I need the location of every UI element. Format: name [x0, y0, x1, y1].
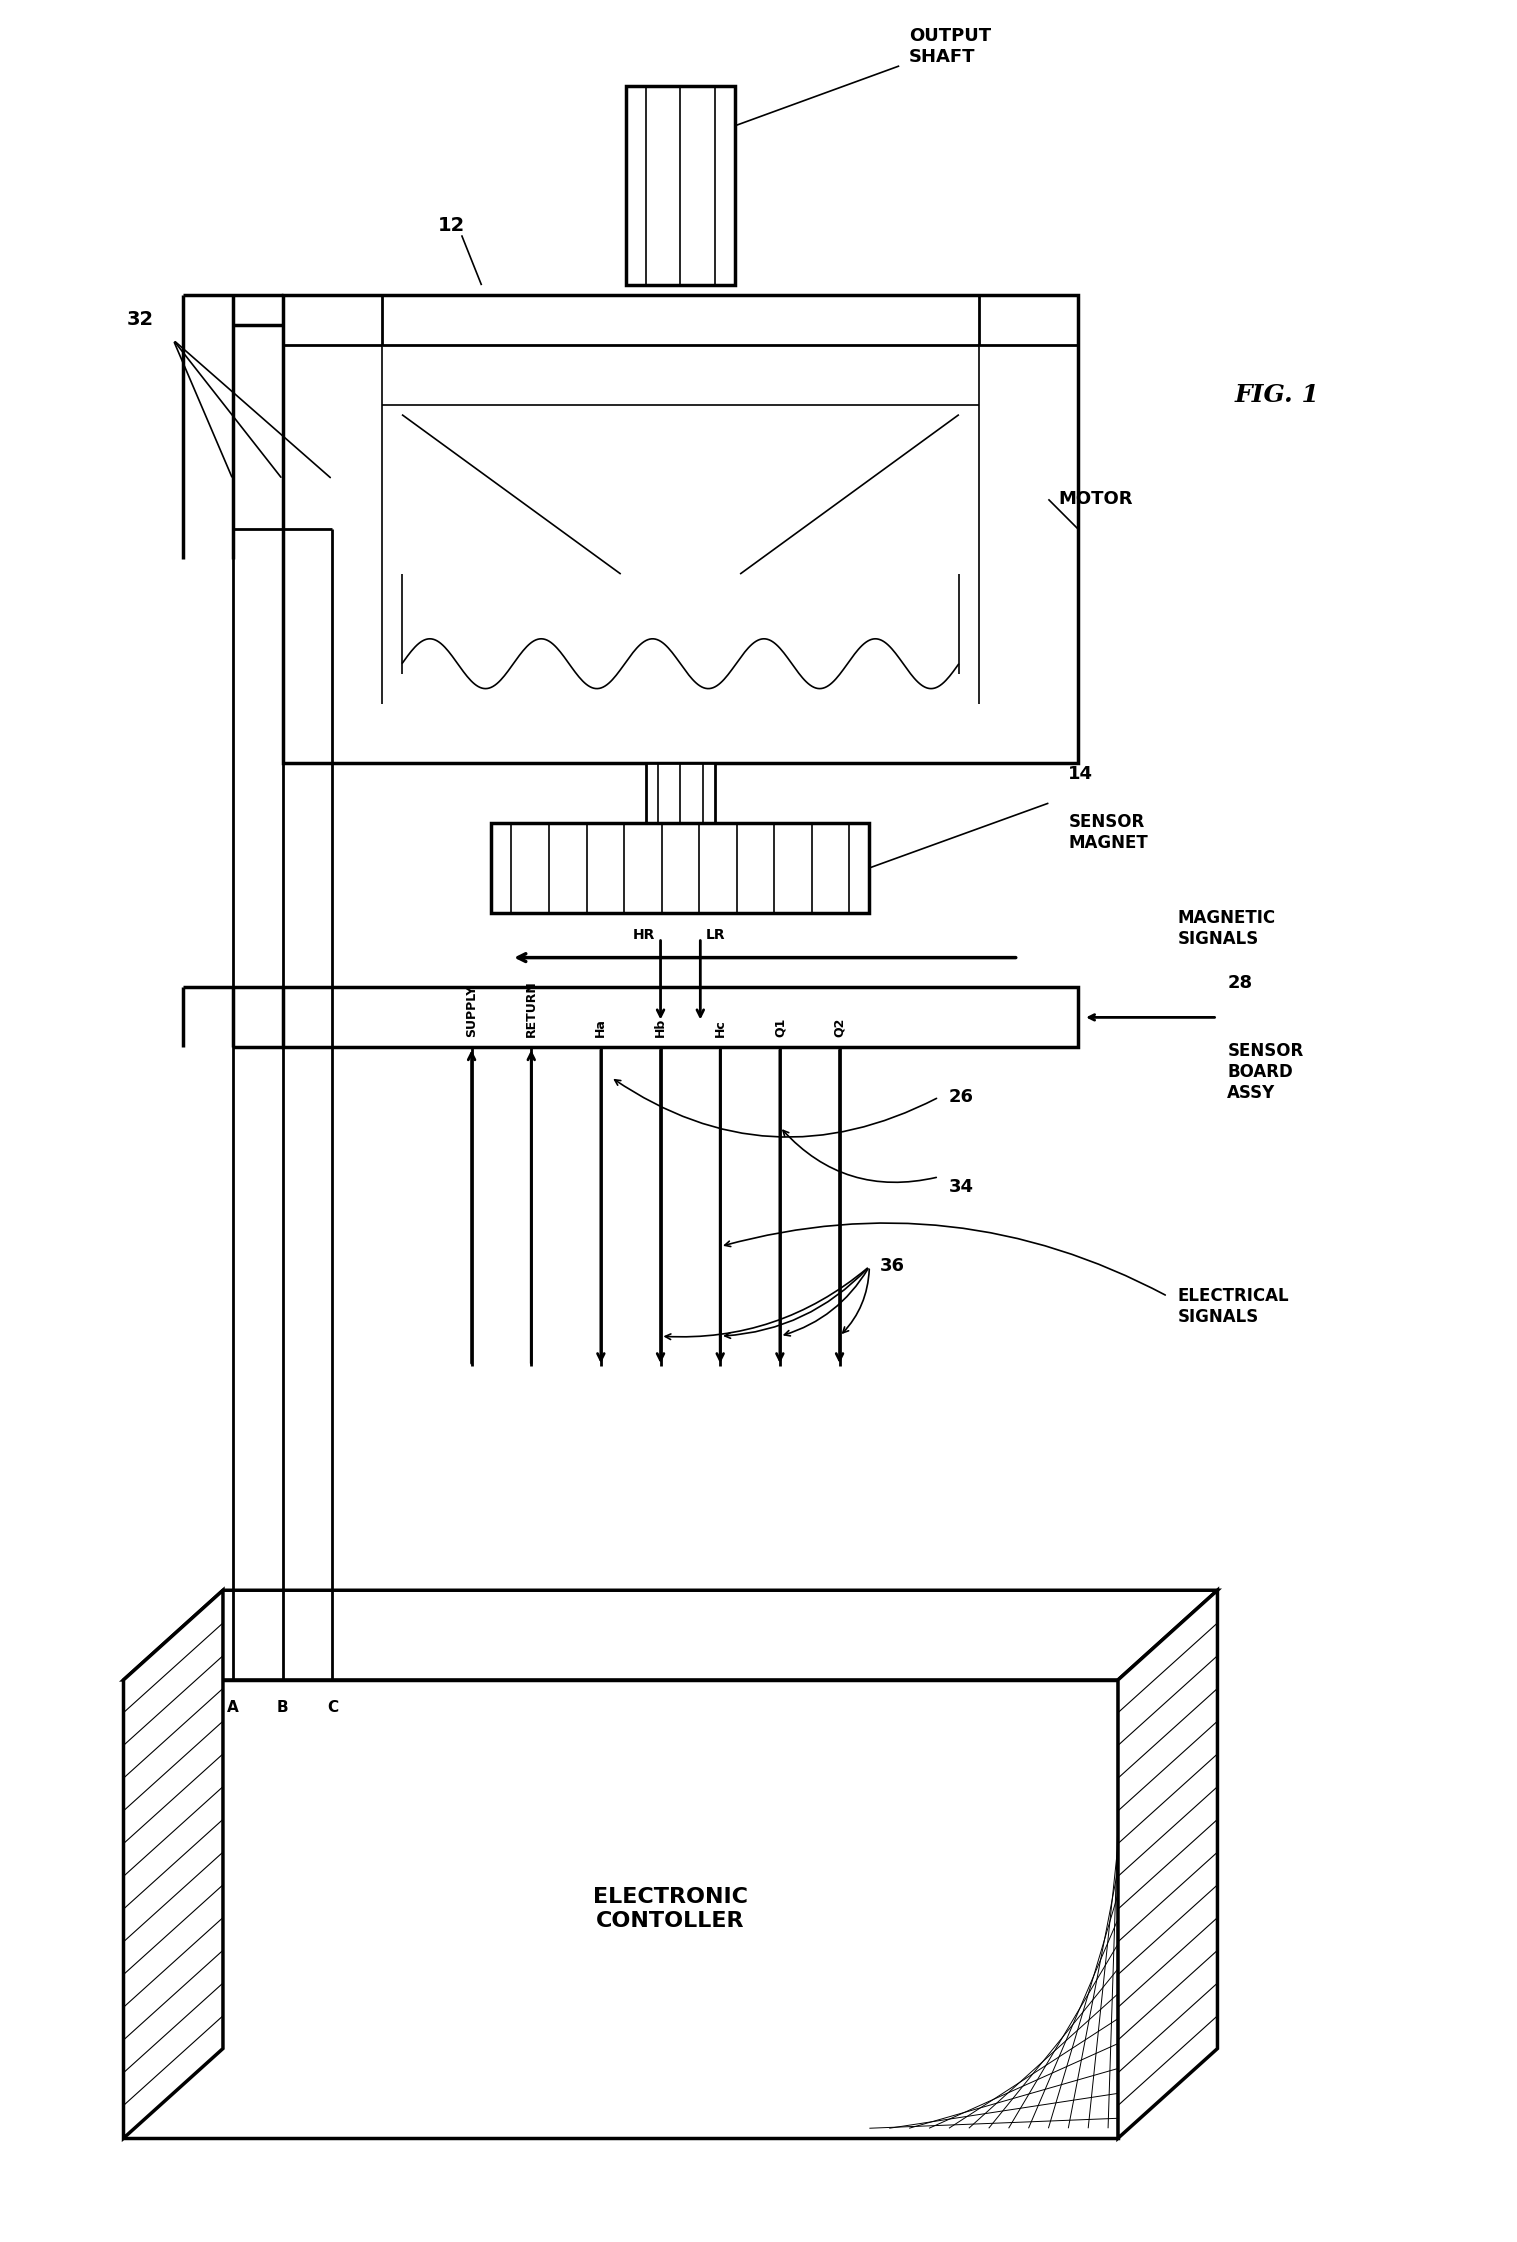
Bar [625, 85, 736, 285]
Bar [282, 986, 1079, 1047]
Text: 32: 32 [126, 309, 153, 330]
Text: OUTPUT
SHAFT: OUTPUT SHAFT [909, 27, 991, 65]
Bar [123, 1679, 1118, 2139]
Text: ELECTRICAL
SIGNALS: ELECTRICAL SIGNALS [1177, 1287, 1289, 1325]
Text: Q2: Q2 [833, 1018, 846, 1038]
Text: A: A [228, 1699, 238, 1715]
Text: B: B [276, 1699, 288, 1715]
Text: Ha: Ha [595, 1018, 607, 1038]
Text: MAGNETIC
SIGNALS: MAGNETIC SIGNALS [1177, 908, 1276, 948]
Text: 36: 36 [880, 1258, 904, 1276]
Polygon shape [123, 1590, 223, 2139]
Text: MOTOR: MOTOR [1059, 491, 1133, 509]
Text: 26: 26 [950, 1087, 974, 1105]
Text: SUPPLY: SUPPLY [466, 984, 478, 1038]
Text: Hb: Hb [654, 1018, 667, 1038]
Text: 34: 34 [950, 1177, 974, 1195]
Text: ELECTRONIC
CONTOLLER: ELECTRONIC CONTOLLER [593, 1888, 748, 1930]
Text: Hc: Hc [713, 1020, 727, 1038]
Text: RETURN: RETURN [525, 980, 537, 1038]
Text: 28: 28 [1227, 975, 1253, 993]
Text: SENSOR
MAGNET: SENSOR MAGNET [1068, 814, 1148, 852]
Polygon shape [123, 1590, 1218, 1679]
Bar [282, 296, 1079, 762]
Polygon shape [1118, 1590, 1218, 2139]
Text: C: C [326, 1699, 338, 1715]
Text: 14: 14 [1068, 765, 1094, 782]
Bar [646, 762, 715, 823]
Text: LR: LR [705, 928, 725, 942]
Text: HR: HR [633, 928, 655, 942]
Bar [492, 823, 869, 912]
Text: Q1: Q1 [774, 1018, 786, 1038]
Text: 12: 12 [438, 215, 466, 235]
Text: SENSOR
BOARD
ASSY: SENSOR BOARD ASSY [1227, 1043, 1303, 1101]
Text: FIG. 1: FIG. 1 [1235, 383, 1320, 406]
